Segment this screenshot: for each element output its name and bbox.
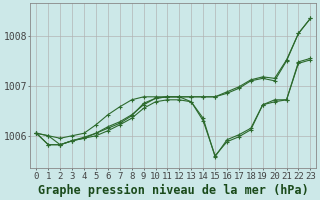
X-axis label: Graphe pression niveau de la mer (hPa): Graphe pression niveau de la mer (hPa) xyxy=(38,183,309,197)
